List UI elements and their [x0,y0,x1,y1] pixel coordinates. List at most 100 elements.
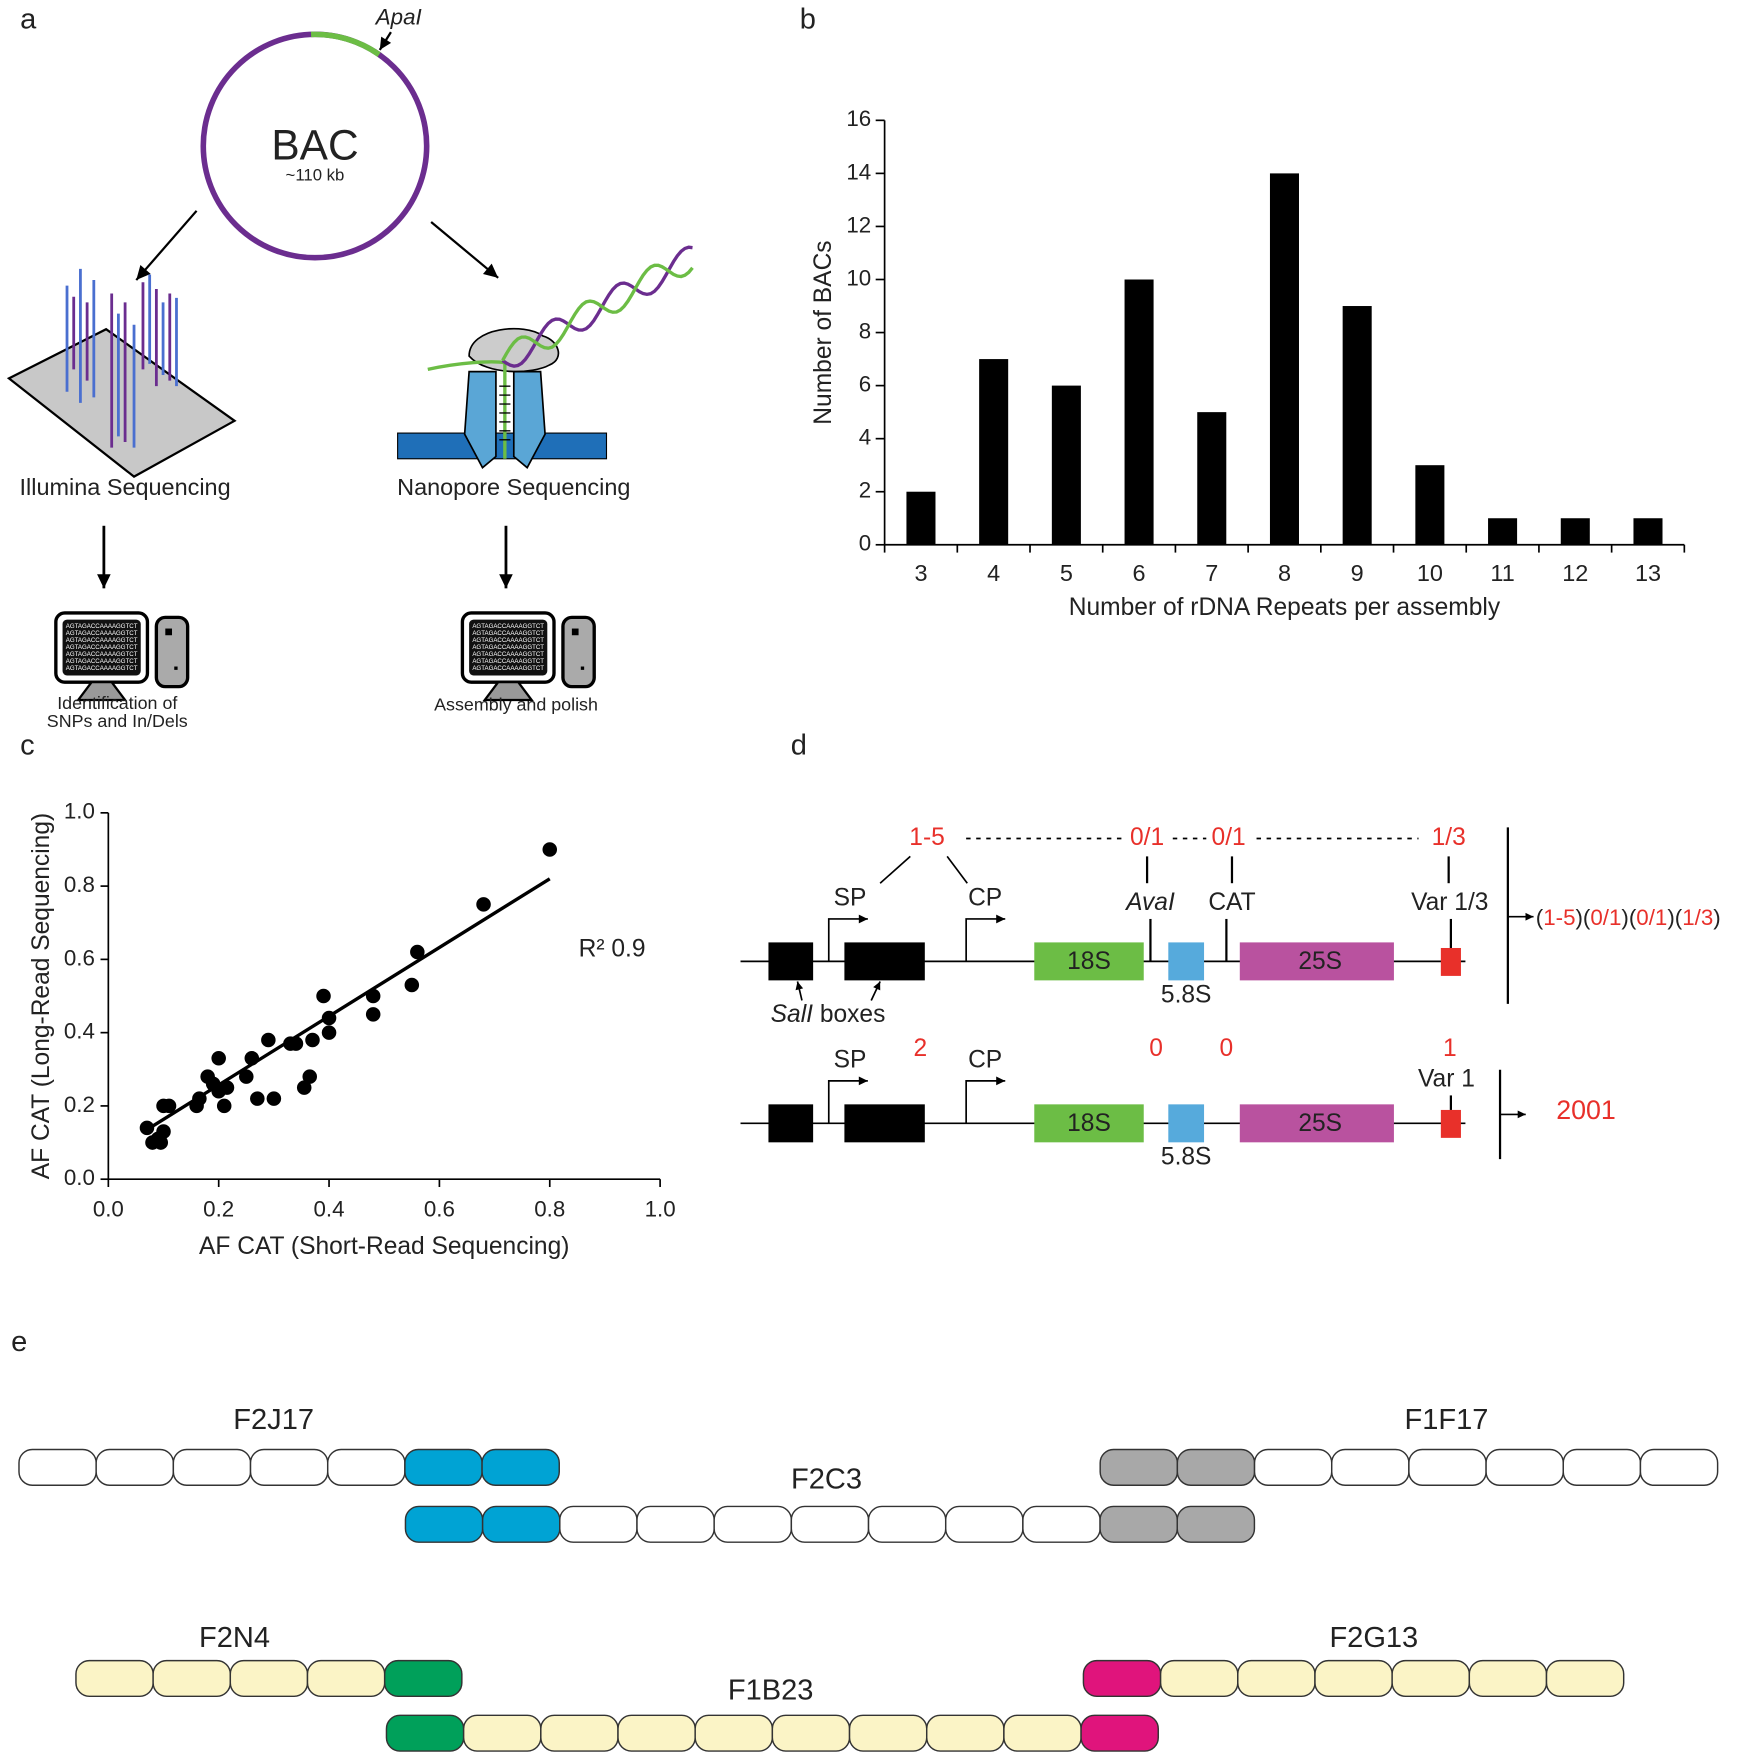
y-tick-label: 0.6 [64,945,95,970]
sequence-text: AGTAGACCAAAAGGTCT [66,658,138,665]
arrow-head [482,263,499,278]
y-axis-label: Number of BACs [810,240,837,424]
panel-letter: c [20,730,35,762]
result-label: Assembly and polish [434,694,598,714]
clone-label: F2N4 [199,1622,270,1654]
pattern-part: 1/3 [1682,905,1713,930]
x-tick-label: 3 [914,560,927,586]
promoter [965,1080,1004,1124]
method-label: Nanopore Sequencing [397,474,630,500]
sequence-text: AGTAGACCAAAAGGTCT [66,665,138,672]
result-label: 2001 [1556,1095,1616,1125]
rdna-repeat [1237,1659,1316,1698]
panel-letter: d [791,730,807,762]
annotation: R² 0.9 [579,936,646,963]
rdna-repeat [617,1714,696,1752]
x-axis-label: AF CAT (Short-Read Sequencing) [199,1233,569,1260]
rdna-repeat [481,1505,561,1543]
rdna-repeat [867,1505,947,1543]
bar [906,491,936,545]
tower-light [580,666,585,670]
tower-light [165,628,173,636]
point [211,1051,226,1066]
screen [469,619,548,676]
site-label: AvaI [1124,889,1175,916]
sequence-text: AGTAGACCAAAAGGTCT [472,644,544,651]
point [365,1007,381,1022]
bac-label: BAC [271,121,358,168]
clone-label: F1F17 [1404,1404,1488,1436]
result-label: SNPs and In/Dels [47,711,188,731]
x-tick-label: 8 [1278,560,1291,586]
rdna-repeat [848,1714,928,1752]
point [250,1091,265,1106]
rdna-repeat [1099,1505,1178,1543]
rdna-repeat [18,1448,97,1486]
rdna-repeat [694,1714,774,1752]
sal-box [844,1104,925,1143]
bar [979,359,1009,545]
point [216,1098,232,1114]
rdna-repeat [1468,1659,1548,1698]
arrow-head [379,36,392,50]
line [430,221,499,279]
sequence-text: AGTAGACCAAAAGGTCT [472,637,544,644]
point [192,1091,207,1106]
bar [1197,412,1227,545]
sal-label: SalI boxes [771,1002,886,1029]
rdna-repeat [1391,1659,1471,1698]
arrow-head [996,914,1006,924]
rdna-repeat [1330,1448,1410,1486]
point [321,1010,337,1026]
pattern-part: 0/1 [1636,905,1667,930]
pattern-part: ) [1713,905,1720,930]
rrna-58s [1168,1104,1205,1143]
point [296,1080,312,1095]
rrna-18s [1034,1104,1144,1143]
point [305,1032,320,1048]
pattern-part: )( [1576,905,1591,930]
rdna-repeat [326,1448,406,1486]
rdna-repeat [636,1505,715,1543]
arrow-head [858,1076,868,1086]
x-tick-label: 10 [1417,560,1443,586]
point [266,1091,282,1106]
rdna-repeat [1099,1448,1179,1486]
count-label: 1 [1443,1035,1457,1062]
rdna-repeat [152,1659,232,1698]
clone-label: F1B23 [728,1675,814,1707]
panel-letter: a [20,4,37,36]
rdna-repeat [1408,1448,1487,1486]
rdna-repeat [383,1659,463,1698]
count-label: 1-5 [909,824,945,851]
bac-size: ~110 kb [286,166,345,185]
y-tick-label: 0.2 [64,1092,95,1117]
rrna-label: 25S [1298,1110,1342,1137]
rdna-repeat [1003,1714,1082,1752]
y-tick-label: 14 [846,159,871,184]
rrna-label: 5.8S [1161,981,1212,1008]
rrna-25s [1239,942,1394,981]
sal-name: SalI [771,1002,814,1029]
y-tick-label: 12 [846,212,871,237]
rdna-repeat [713,1505,793,1543]
count-label: 0 [1149,1035,1163,1062]
point [239,1069,254,1084]
y-axis-label: AF CAT (Long-Read Sequencing) [28,813,55,1179]
tower [561,615,596,689]
y-tick-label: 1.0 [64,799,95,824]
x-tick-label: 0.8 [534,1196,565,1221]
variant [1440,1109,1461,1138]
count-label: 0/1 [1212,824,1246,851]
promoter-label: SP [834,1046,867,1073]
bar [1124,279,1154,545]
rdna-repeat [462,1714,542,1752]
x-tick-label: 1.0 [645,1196,676,1221]
x-tick-label: 0.0 [93,1196,124,1221]
rdna-repeat [306,1659,386,1698]
rdna-repeat [1562,1448,1642,1486]
point [321,1025,337,1040]
rdna-repeat [790,1505,870,1543]
clone-label: F2C3 [791,1463,862,1495]
rrna-label: 18S [1067,948,1111,975]
